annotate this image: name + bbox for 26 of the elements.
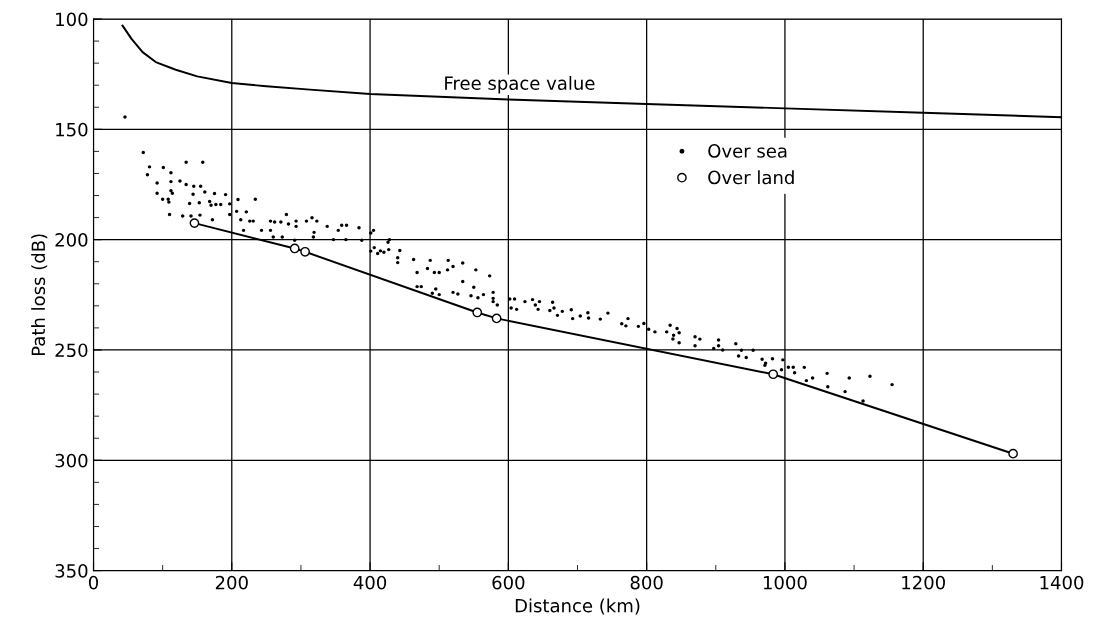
- x-tick-label: 800: [630, 575, 663, 590]
- point: [491, 313, 502, 324]
- annotation: Free space value: [445, 76, 595, 94]
- x-tick-label: 200: [215, 575, 248, 590]
- x-tick-label: 0: [88, 575, 99, 590]
- x-tick-label: 1000: [763, 575, 807, 590]
- y-tick-label: 250: [55, 343, 88, 358]
- point: [289, 243, 300, 254]
- y-tick-label: 150: [56, 122, 88, 137]
- y-axis-title: Path loss (dB): [31, 234, 48, 356]
- y-tick-label: 300: [55, 453, 88, 468]
- legend-label: Over land: [708, 170, 794, 185]
- point: [1008, 448, 1018, 459]
- legend-label: Over sea: [708, 144, 787, 158]
- point: [300, 246, 310, 257]
- x-tick-label: 600: [492, 575, 525, 590]
- x-tick-label: 400: [353, 575, 387, 590]
- y-tick-label: 100: [56, 12, 88, 27]
- y-tick-label: 200: [55, 233, 88, 247]
- x-axis-title: Distance (km): [515, 598, 640, 615]
- y-tick-label: 350: [55, 564, 88, 578]
- x-tick-label: 1200: [902, 575, 945, 590]
- point: [189, 218, 200, 228]
- point: [768, 369, 779, 380]
- point: [472, 307, 483, 318]
- x-tick-label: 1400: [1040, 575, 1084, 590]
